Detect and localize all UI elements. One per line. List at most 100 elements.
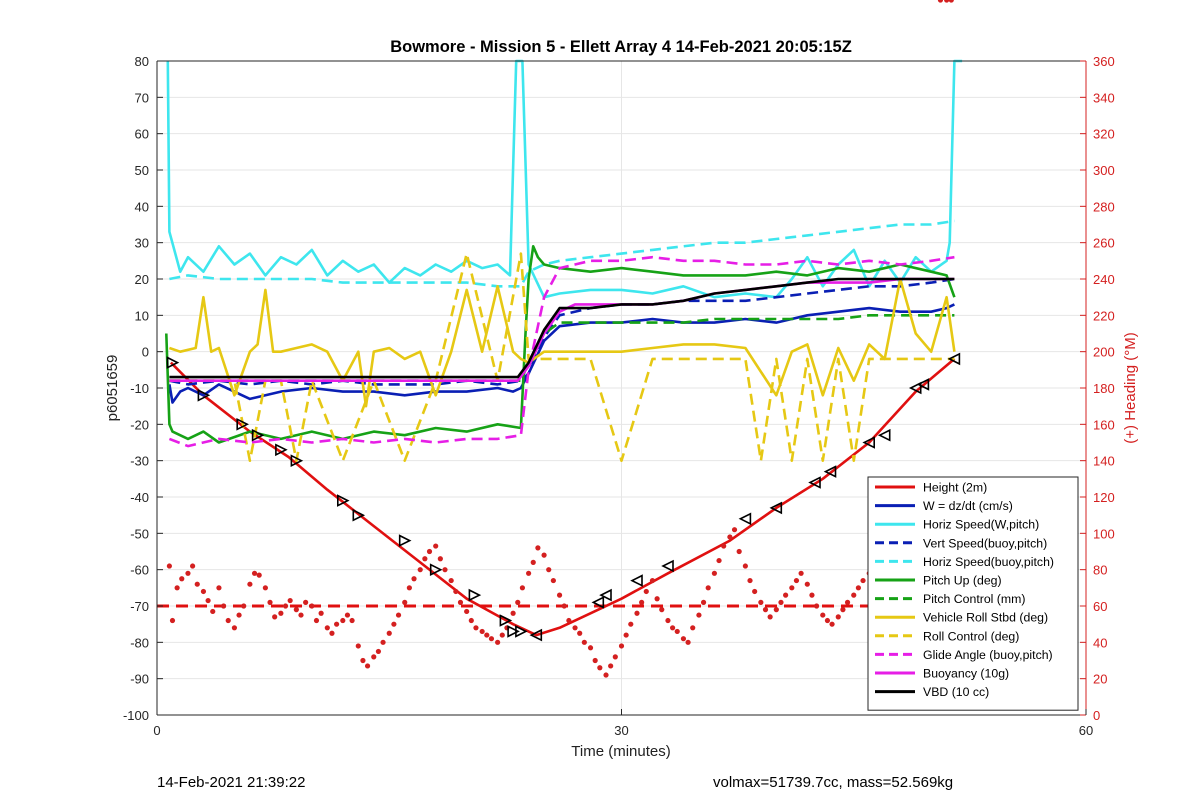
y-tick-label: -70 [130, 599, 149, 614]
y2-tick-label: 200 [1093, 345, 1115, 360]
y-tick-label: 30 [135, 236, 149, 251]
y-tick-label: 70 [135, 90, 149, 105]
heading-point [179, 576, 185, 582]
heading-point [272, 614, 278, 620]
y-tick-label: 50 [135, 163, 149, 178]
heading-point [592, 657, 598, 664]
series-line-8 [169, 252, 955, 463]
marker-point [507, 625, 520, 638]
legend-entry: Height (2m) [923, 481, 987, 495]
heading-point [855, 585, 861, 591]
legend: Height (2m) W = dz/dt (cm/s) Horiz Speed(W… [867, 476, 1079, 711]
legend-entry: VBD (10 cc) [923, 685, 989, 699]
heading-point [437, 556, 443, 562]
heading-point [406, 585, 412, 591]
marker-point [515, 625, 528, 638]
heading-point [654, 596, 660, 602]
series-line-5 [165, 245, 956, 444]
heading-point [747, 577, 753, 584]
heading-point [731, 527, 738, 533]
heading-point [442, 567, 448, 573]
heading-point [241, 603, 247, 609]
y2-tick-label: 80 [1093, 563, 1107, 578]
heading-point [793, 577, 800, 584]
heading-point [736, 548, 742, 555]
heading-point [597, 665, 603, 671]
y2-tick-label: 340 [1093, 90, 1115, 105]
series-line-7 [168, 277, 956, 408]
series-line-0 [169, 357, 956, 637]
heading-point [700, 599, 707, 605]
marker-point [916, 378, 930, 391]
marker-point [877, 428, 891, 442]
heading-point [220, 603, 227, 609]
heading-point [386, 630, 392, 636]
y2-tick-label: 100 [1093, 526, 1115, 541]
heading-point [669, 625, 676, 631]
heading-point [169, 617, 176, 624]
heading-point [550, 577, 556, 584]
heading-point [349, 617, 355, 624]
x-tick-label: 60 [1079, 723, 1093, 738]
heading-point [457, 599, 464, 605]
marker-point [591, 596, 605, 609]
heading-point [937, 0, 944, 3]
heading-point [510, 610, 516, 616]
heading-point [278, 610, 284, 616]
heading-point [767, 614, 773, 620]
legend-entry: Horiz Speed(W,pitch) [923, 518, 1039, 532]
heading-point [603, 672, 609, 678]
heading-point [535, 545, 541, 551]
heading-point [329, 630, 335, 636]
heading-point [499, 632, 505, 638]
heading-point [426, 548, 433, 555]
marker-point [336, 494, 350, 507]
chart-title: Bowmore - Mission 5 - Ellett Array 4 14-… [390, 38, 852, 56]
heading-point [844, 599, 851, 605]
heading-point [840, 607, 846, 613]
heading-point [639, 599, 645, 605]
heading-point [762, 607, 769, 613]
heading-point [293, 607, 299, 613]
heading-point [556, 592, 563, 598]
y2-tick-label: 0 [1093, 708, 1100, 723]
series-line-9 [168, 255, 955, 448]
heading-point [216, 585, 222, 591]
heading-point [561, 603, 567, 609]
heading-point [727, 534, 733, 540]
heading-point [488, 636, 495, 642]
marker-point [251, 428, 265, 442]
heading-point [690, 625, 696, 631]
heading-point [309, 603, 315, 609]
heading-point [313, 617, 320, 624]
y2-tick-label: 40 [1093, 635, 1107, 650]
heading-point [464, 608, 470, 615]
heading-point [340, 617, 346, 624]
marker-point [236, 418, 249, 431]
heading-point [364, 663, 371, 669]
y2-tick-label: 300 [1093, 163, 1115, 178]
heading-point [680, 636, 687, 642]
heading-point [948, 0, 954, 3]
y-tick-label: 0 [142, 345, 149, 360]
heading-point [546, 567, 552, 573]
marker-point [468, 588, 482, 602]
y-tick-label: -30 [130, 454, 149, 469]
y-tick-label: -60 [130, 563, 149, 578]
heading-point [674, 628, 680, 635]
y2-axis-label: (+) Heading (°M) [1122, 332, 1139, 443]
heading-point [205, 597, 211, 604]
y-tick-label: 20 [135, 272, 149, 287]
series-line-6 [169, 313, 955, 383]
y2-tick-label: 180 [1093, 381, 1115, 396]
marker-point [197, 389, 211, 402]
marker-point [499, 614, 513, 627]
heading-point [526, 570, 532, 576]
heading-point [375, 648, 382, 655]
heading-point [380, 639, 386, 645]
marker-point [429, 563, 443, 576]
heading-point [835, 614, 841, 620]
marker-point [808, 476, 821, 489]
heading-point [185, 570, 191, 576]
